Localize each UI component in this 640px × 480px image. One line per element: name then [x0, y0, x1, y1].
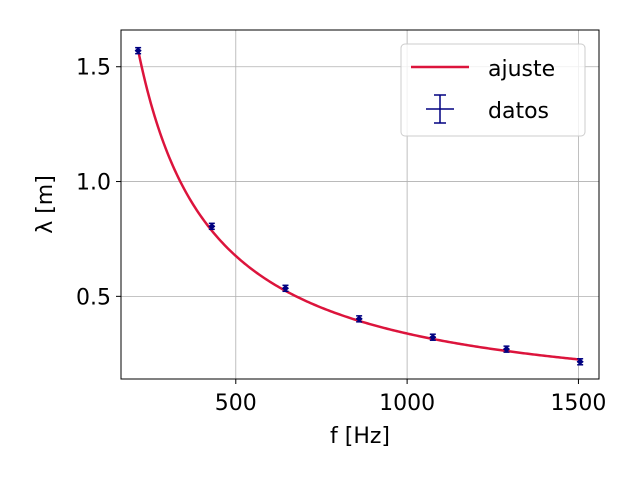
legend: ajuste datos [400, 43, 586, 137]
x-tick-label: 1500 [550, 391, 606, 416]
data-point [502, 345, 510, 353]
x-tick-label: 1000 [379, 391, 435, 416]
data-point [429, 333, 437, 341]
data-point [576, 358, 584, 366]
y-axis-label: λ [m] [33, 175, 58, 234]
legend-data-swatch [426, 94, 454, 124]
y-tick-label: 1.5 [76, 56, 111, 81]
x-tick-label: 500 [215, 391, 257, 416]
data-point [208, 222, 216, 231]
y-tick-label: 1.0 [76, 171, 111, 196]
data-point [281, 284, 289, 293]
data-point [134, 46, 142, 55]
data-point [355, 315, 363, 323]
data-marker [134, 47, 142, 55]
legend-label-datos: datos [488, 99, 549, 124]
ticks: 500 1000 1500 0.5 1.0 1.5 [76, 56, 606, 416]
data-marker [429, 333, 437, 341]
y-tick-label: 0.5 [76, 285, 111, 310]
x-axis-label: f [Hz] [330, 424, 390, 449]
data-marker [355, 315, 363, 323]
data-marker [502, 345, 510, 353]
data-marker [208, 222, 216, 230]
legend-label-ajuste: ajuste [488, 57, 555, 82]
data-marker [281, 284, 289, 292]
data-marker [576, 358, 584, 366]
plot-area-frame [120, 29, 600, 380]
data-points-group [134, 46, 584, 366]
